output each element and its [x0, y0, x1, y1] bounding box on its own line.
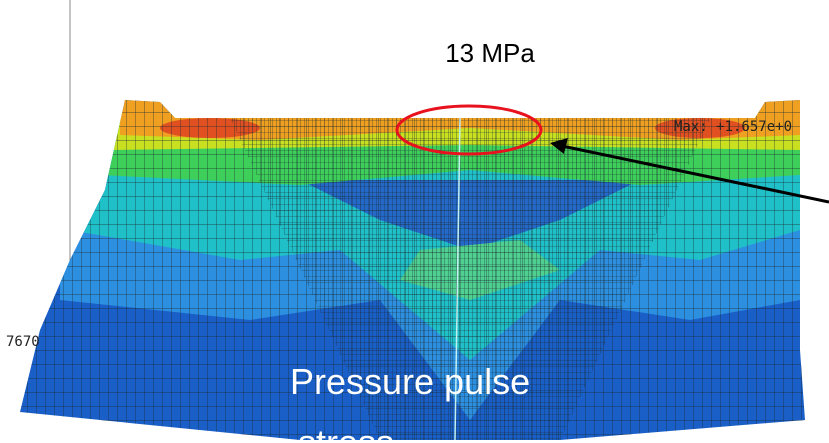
left-label: 7670: [6, 334, 40, 350]
caption: stress: [298, 422, 394, 443]
screenshot: 13 MPa Max: +1.657e+0 7670 Pressure puls…: [0, 0, 829, 443]
max-label: Max: +1.657e+0: [674, 119, 792, 135]
caption: Pressure pulse: [290, 361, 530, 402]
stress-value: 13 MPa: [445, 38, 535, 68]
